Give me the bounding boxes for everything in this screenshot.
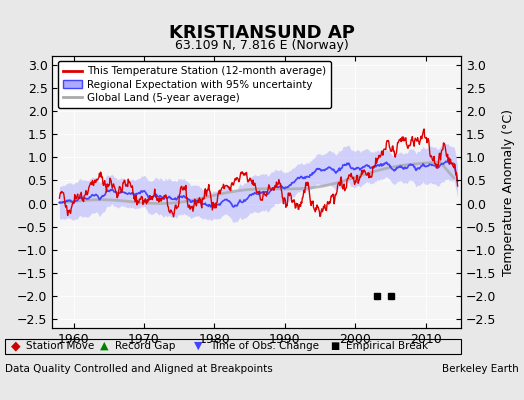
Text: Station Move: Station Move — [26, 341, 94, 351]
Text: Record Gap: Record Gap — [115, 341, 176, 351]
Text: Empirical Break: Empirical Break — [346, 341, 428, 351]
Text: Data Quality Controlled and Aligned at Breakpoints: Data Quality Controlled and Aligned at B… — [5, 364, 273, 374]
Text: Berkeley Earth: Berkeley Earth — [442, 364, 519, 374]
Text: ▼: ▼ — [194, 341, 202, 351]
Text: Time of Obs. Change: Time of Obs. Change — [210, 341, 319, 351]
Text: ■: ■ — [330, 341, 340, 351]
Y-axis label: Temperature Anomaly (°C): Temperature Anomaly (°C) — [502, 108, 515, 276]
Legend: This Temperature Station (12-month average), Regional Expectation with 95% uncer: This Temperature Station (12-month avera… — [58, 61, 331, 108]
Text: 63.109 N, 7.816 E (Norway): 63.109 N, 7.816 E (Norway) — [175, 39, 349, 52]
Text: KRISTIANSUND AP: KRISTIANSUND AP — [169, 24, 355, 42]
Text: ▲: ▲ — [100, 341, 108, 351]
Text: ◆: ◆ — [10, 340, 20, 352]
